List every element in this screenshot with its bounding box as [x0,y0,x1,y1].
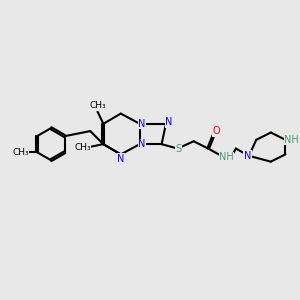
Text: CH₃: CH₃ [12,148,29,157]
Text: N: N [117,154,124,164]
Text: N: N [165,117,172,127]
Text: CH₃: CH₃ [74,142,91,152]
Text: N: N [138,119,146,129]
Text: CH₃: CH₃ [89,101,106,110]
Text: S: S [176,144,182,154]
Text: N: N [244,151,251,161]
Text: NH: NH [219,152,234,162]
Text: O: O [212,126,220,136]
Text: NH: NH [284,135,299,145]
Text: N: N [138,139,146,149]
